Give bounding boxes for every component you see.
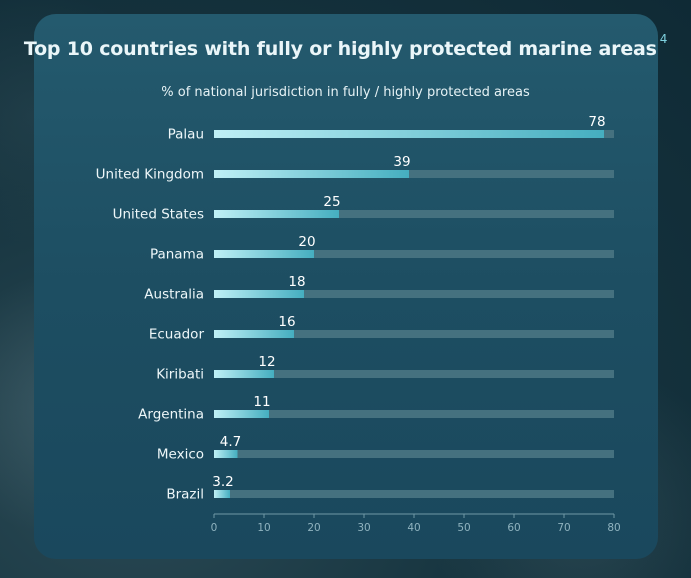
bar-track bbox=[214, 490, 614, 498]
bar-track bbox=[214, 250, 614, 258]
bar-track bbox=[214, 330, 614, 338]
bar bbox=[214, 490, 230, 498]
bar-track bbox=[214, 370, 614, 378]
x-tick-label: 80 bbox=[607, 522, 620, 534]
chart-title-text: Top 10 countries with fully or highly pr… bbox=[23, 38, 657, 60]
category-label: Argentina bbox=[138, 407, 204, 423]
bar bbox=[214, 330, 294, 338]
value-label: 3.2 bbox=[212, 474, 233, 490]
bar-track bbox=[214, 170, 614, 178]
category-label: Panama bbox=[150, 247, 204, 263]
bar bbox=[214, 370, 274, 378]
chart-card bbox=[34, 14, 658, 559]
x-tick-label: 0 bbox=[211, 522, 218, 534]
category-label: Kiribati bbox=[156, 367, 204, 383]
bar-track bbox=[214, 450, 614, 458]
category-label: United Kingdom bbox=[96, 167, 204, 183]
value-label: 39 bbox=[393, 154, 410, 170]
footnote-marker: 4 bbox=[659, 32, 668, 46]
category-label: Brazil bbox=[166, 487, 204, 503]
x-tick-label: 70 bbox=[557, 522, 570, 534]
value-label: 16 bbox=[278, 314, 295, 330]
value-label: 25 bbox=[323, 194, 340, 210]
x-tick-label: 60 bbox=[507, 522, 520, 534]
x-tick-label: 20 bbox=[307, 522, 320, 534]
bar-track bbox=[214, 210, 614, 218]
x-tick-label: 50 bbox=[457, 522, 470, 534]
bar bbox=[214, 170, 409, 178]
bars-layer: Palau 78 United Kingdom 39 United States 25 Pa… bbox=[96, 114, 614, 503]
x-tick-label: 40 bbox=[407, 522, 420, 534]
bar bbox=[214, 450, 238, 458]
bar bbox=[214, 210, 339, 218]
bar bbox=[214, 290, 304, 298]
bar-track bbox=[214, 410, 614, 418]
bar-track bbox=[214, 290, 614, 298]
bar bbox=[214, 250, 314, 258]
category-label: Australia bbox=[144, 287, 204, 303]
chart-subtitle: % of national jurisdiction in fully / hi… bbox=[161, 85, 530, 100]
value-label: 20 bbox=[298, 234, 315, 250]
category-label: Ecuador bbox=[149, 327, 205, 343]
x-tick-label: 30 bbox=[357, 522, 370, 534]
chart-title: Top 10 countries with fully or highly pr… bbox=[0, 32, 691, 60]
category-label: Mexico bbox=[157, 447, 204, 463]
x-axis: 0 10 20 30 40 50 60 70 80 bbox=[211, 513, 621, 534]
value-label: 12 bbox=[258, 354, 275, 370]
value-label: 4.7 bbox=[220, 434, 241, 450]
x-tick-label: 10 bbox=[257, 522, 270, 534]
value-label: 11 bbox=[253, 394, 270, 410]
value-label: 18 bbox=[288, 274, 305, 290]
value-label: 78 bbox=[588, 114, 605, 130]
bar bbox=[214, 410, 269, 418]
category-label: Palau bbox=[168, 127, 204, 143]
bar bbox=[214, 130, 604, 138]
category-label: United States bbox=[113, 207, 204, 223]
